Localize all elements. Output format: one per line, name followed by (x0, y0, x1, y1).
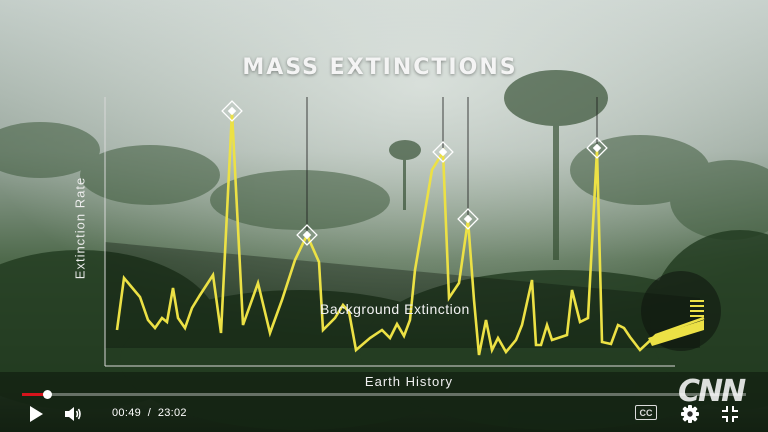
progress-thumb[interactable] (42, 390, 52, 399)
rate-stripe (690, 300, 704, 302)
rate-stripe (690, 310, 704, 312)
settings-button[interactable] (680, 404, 700, 424)
volume-button[interactable] (62, 404, 84, 424)
current-rate-wedge (648, 320, 704, 346)
event-marker-3 (432, 141, 454, 163)
current-time: 00:49 (112, 407, 142, 419)
progress-track[interactable] (22, 393, 746, 396)
background-extinction-label: Background Extinction (320, 301, 470, 317)
event-marker-2 (296, 224, 318, 246)
progress-bar[interactable] (22, 387, 746, 401)
gear-icon (681, 405, 699, 423)
x-axis-label: Earth History (364, 374, 454, 389)
time-separator: / (147, 407, 152, 419)
play-icon (30, 406, 43, 422)
rate-stripe (690, 315, 704, 317)
video-title: MASS EXTINCTIONS (242, 55, 518, 80)
time-display: 00:49 / 23:02 (112, 407, 187, 419)
exit-fullscreen-icon (722, 406, 738, 422)
volume-icon (65, 407, 81, 421)
extinction-rate-line (115, 111, 705, 356)
mass-extinction-markers (221, 100, 608, 246)
cc-button[interactable]: CC (635, 405, 657, 420)
event-marker-4 (457, 208, 479, 230)
play-button[interactable] (26, 403, 46, 425)
progress-played (22, 393, 48, 396)
fullscreen-button[interactable] (720, 404, 740, 424)
duration: 23:02 (157, 407, 187, 419)
rate-stripe (690, 305, 704, 307)
control-bar: 00:49 / 23:02 CC (0, 400, 768, 432)
y-axis-label: Extinction Rate (72, 176, 88, 280)
cnn-logo: CNN (678, 374, 746, 409)
